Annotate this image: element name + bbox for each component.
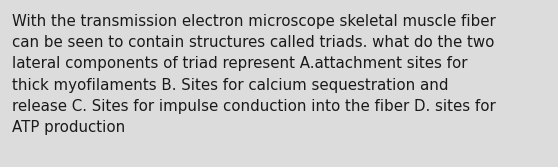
- Text: With the transmission electron microscope skeletal muscle fiber
can be seen to c: With the transmission electron microscop…: [12, 14, 496, 135]
